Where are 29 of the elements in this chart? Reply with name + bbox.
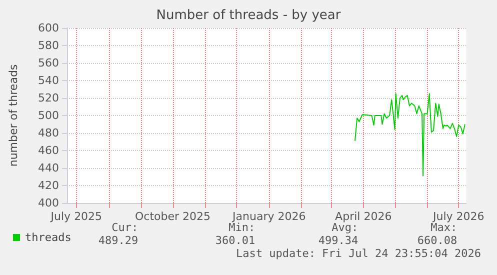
y-tick-label: 400 — [38, 196, 59, 210]
x-tick-label: July 2026 — [432, 210, 484, 223]
chart-title: Number of threads - by year — [156, 8, 342, 23]
x-tick-label: January 2026 — [232, 210, 306, 223]
text: 489.29 — [98, 234, 138, 247]
y-tick-label: 480 — [38, 126, 59, 140]
y-tick-label: 520 — [38, 92, 59, 104]
x-tick-label: July 2025 — [50, 210, 102, 223]
y-axis-title: number of threads — [7, 64, 20, 167]
y-tick-label: 440 — [38, 162, 59, 174]
y-tick-label: 420 — [38, 179, 59, 192]
text: Avg: — [332, 221, 358, 234]
y-tick-label: 500 — [38, 109, 59, 122]
x-tick-label: October 2025 — [135, 210, 211, 223]
y-tick-label: 540 — [38, 74, 59, 87]
y-tick-label: 580 — [38, 39, 59, 52]
text: Min: — [228, 221, 256, 234]
text: 660.08 — [417, 234, 458, 247]
text: Max: — [430, 221, 458, 234]
text: 499.34 — [318, 234, 358, 247]
y-tick-label: 460 — [38, 144, 59, 157]
y-tick-label: 600 — [38, 22, 59, 34]
text: Cur: — [112, 221, 138, 234]
text: 360.01 — [215, 234, 256, 247]
legend-label: threads — [25, 231, 72, 244]
y-tick-label: 560 — [38, 56, 59, 70]
text: Last update: Fri Jul 24 23:55:04 2026 — [236, 247, 482, 260]
line-series — [354, 93, 466, 176]
x-tick-label: April 2026 — [335, 210, 392, 223]
